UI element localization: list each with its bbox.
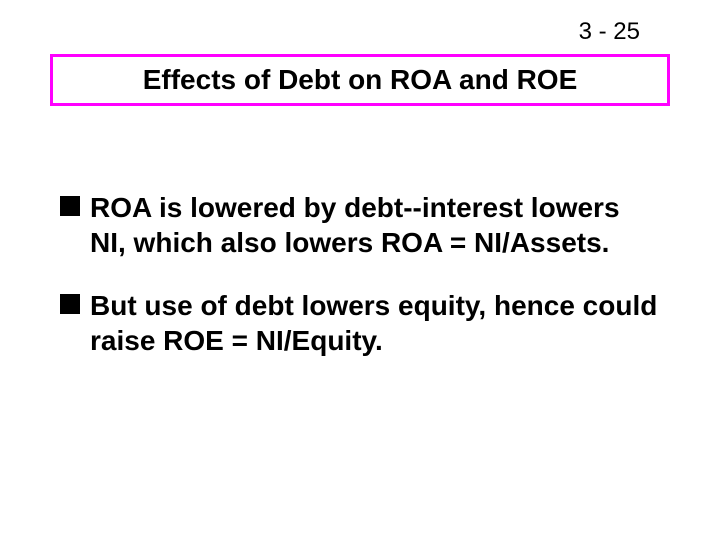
slide-title: Effects of Debt on ROA and ROE [143,64,578,96]
bullet-text: But use of debt lowers equity, hence cou… [90,288,660,358]
list-item: ROA is lowered by debt--interest lowers … [60,190,660,260]
bullet-text: ROA is lowered by debt--interest lowers … [90,190,660,260]
square-bullet-icon [60,294,80,314]
page-number: 3 - 25 [579,18,640,46]
square-bullet-icon [60,196,80,216]
list-item: But use of debt lowers equity, hence cou… [60,288,660,358]
title-box: Effects of Debt on ROA and ROE [50,54,670,106]
body-content: ROA is lowered by debt--interest lowers … [60,190,660,386]
